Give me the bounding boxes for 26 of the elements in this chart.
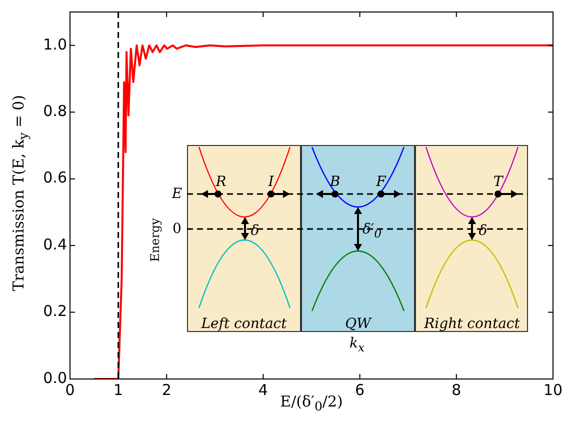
x-tick-label: 2 [162, 380, 172, 399]
annotation: k$_{x}$ [349, 336, 365, 354]
annotation: F [376, 174, 386, 190]
annotation: QW [345, 316, 371, 332]
x-tick-label: 4 [258, 380, 268, 399]
y-tick-label: 0.0 [43, 368, 67, 387]
annotation: 0 [172, 221, 182, 237]
annotation: T [493, 174, 503, 190]
y-tick-label: 0.4 [43, 235, 67, 254]
annotation: Left contact [201, 316, 287, 332]
annotation: B [330, 174, 340, 190]
x-tick-label: 1 [114, 380, 124, 399]
annotation: I [268, 174, 274, 190]
x-tick-label: 6 [355, 380, 365, 399]
annotation: E [172, 186, 182, 202]
annotation: R [216, 174, 226, 190]
annotation: Right contact [424, 316, 520, 332]
y-tick-label: 1.0 [43, 35, 67, 54]
x-axis-title: E/(δ′$_{0}$/2) [280, 392, 343, 414]
x-tick-label: 10 [543, 380, 563, 399]
annotation: Energy [148, 218, 162, 262]
y-tick-label: 0.8 [43, 102, 67, 120]
x-tick-label: 0 [65, 380, 75, 399]
y-tick-label: 0.2 [43, 302, 67, 320]
x-tick-label: 8 [452, 380, 462, 399]
y-tick-label: 0.6 [43, 168, 67, 187]
